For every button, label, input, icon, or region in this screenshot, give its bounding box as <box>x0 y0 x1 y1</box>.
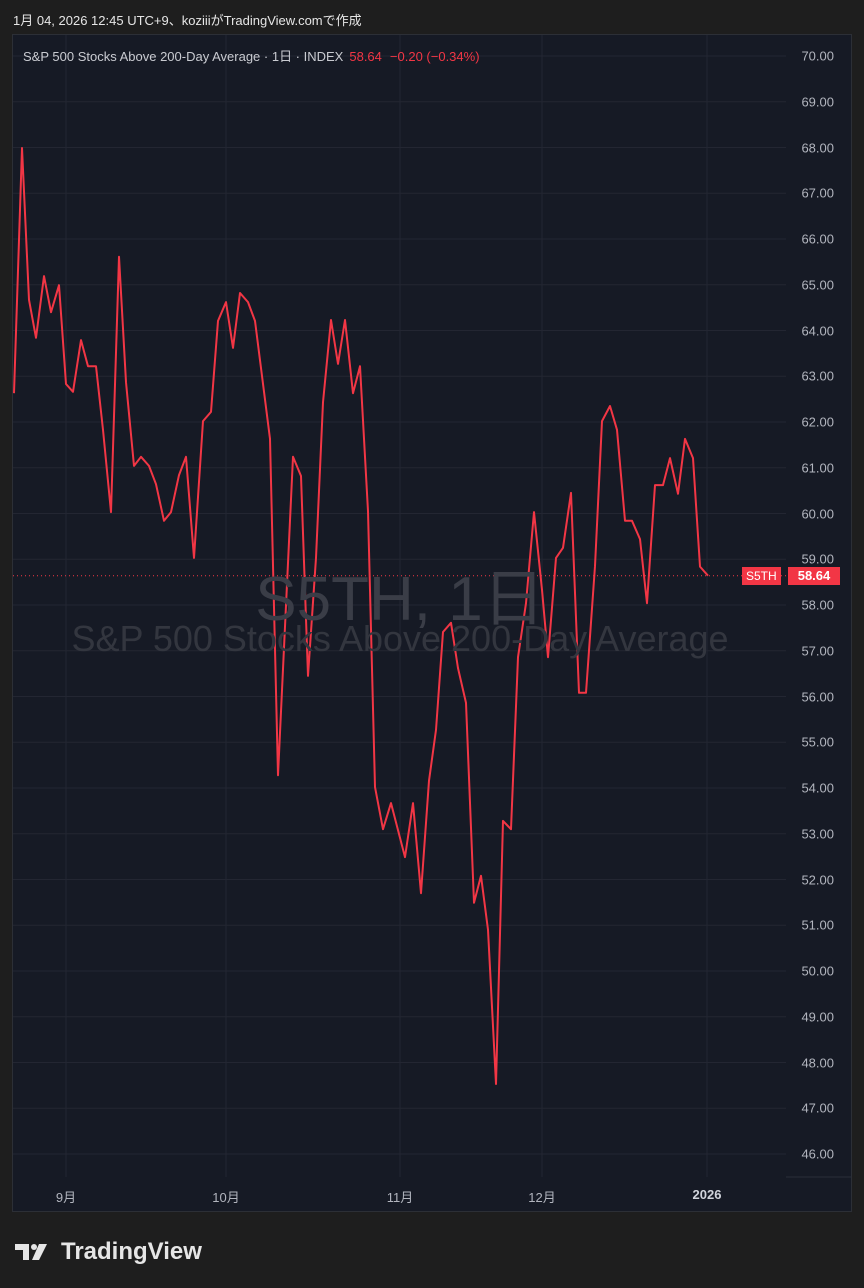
x-tick-label: 2026 <box>692 1187 722 1202</box>
x-tick-label: 10月 <box>212 1190 240 1205</box>
y-tick-label: 70.00 <box>801 48 834 64</box>
tradingview-logo-icon <box>15 1244 47 1260</box>
y-tick-label: 60.00 <box>801 506 834 521</box>
x-tick-label: 11月 <box>386 1190 414 1205</box>
y-tick-label: 49.00 <box>801 1009 834 1025</box>
y-tick-label: 58.00 <box>801 597 834 613</box>
y-tick-label: 50.00 <box>801 963 834 979</box>
y-tick-label: 65.00 <box>801 277 834 293</box>
chart-caption: 1月 04, 2026 12:45 UTC+9、koziiiがTradingVi… <box>13 13 362 28</box>
y-tick-label: 56.00 <box>801 689 834 704</box>
y-tick-label: 52.00 <box>801 872 834 887</box>
x-tick-label: 12月 <box>528 1190 556 1205</box>
y-tick-label: 48.00 <box>801 1055 834 1070</box>
y-tick-label: 64.00 <box>801 323 834 338</box>
series-line[interactable] <box>13 147 709 1085</box>
y-tick-label: 46.00 <box>801 1146 834 1162</box>
y-tick-label: 51.00 <box>801 917 834 933</box>
x-tick-label: 9月 <box>55 1190 77 1205</box>
y-tick-label: 62.00 <box>801 414 834 430</box>
watermark-symbol: S5TH, 1日 <box>255 565 545 634</box>
y-tick-label: 63.00 <box>801 368 834 384</box>
y-tick-label: 69.00 <box>801 94 834 110</box>
legend-change: −0.20 (−0.34%) <box>389 49 480 64</box>
chart-panel[interactable] <box>12 34 852 1212</box>
y-tick-label: 53.00 <box>801 826 834 842</box>
y-tick-label: 57.00 <box>801 643 834 659</box>
symbol-tag: S5TH <box>742 567 781 585</box>
y-tick-label: 61.00 <box>801 460 834 476</box>
y-tick-label: 54.00 <box>801 780 834 796</box>
last-price-tag: 58.64 <box>788 567 840 585</box>
y-tick-label: 67.00 <box>801 185 834 201</box>
watermark-name: S&P 500 Stocks Above 200-Day Average <box>71 618 729 659</box>
series-legend[interactable]: S&P 500 Stocks Above 200-Day Average · 1… <box>23 46 480 65</box>
y-tick-label: 68.00 <box>801 140 834 155</box>
legend-title: S&P 500 Stocks Above 200-Day Average · 1… <box>23 49 344 64</box>
tradingview-logo[interactable]: TradingView <box>15 1238 202 1266</box>
y-tick-label: 47.00 <box>801 1100 834 1116</box>
legend-value: 58.64 <box>349 49 382 64</box>
y-tick-label: 66.00 <box>801 231 834 247</box>
y-tick-label: 59.00 <box>801 551 834 567</box>
brand-name: TradingView <box>61 1238 202 1265</box>
y-tick-label: 55.00 <box>801 734 834 750</box>
